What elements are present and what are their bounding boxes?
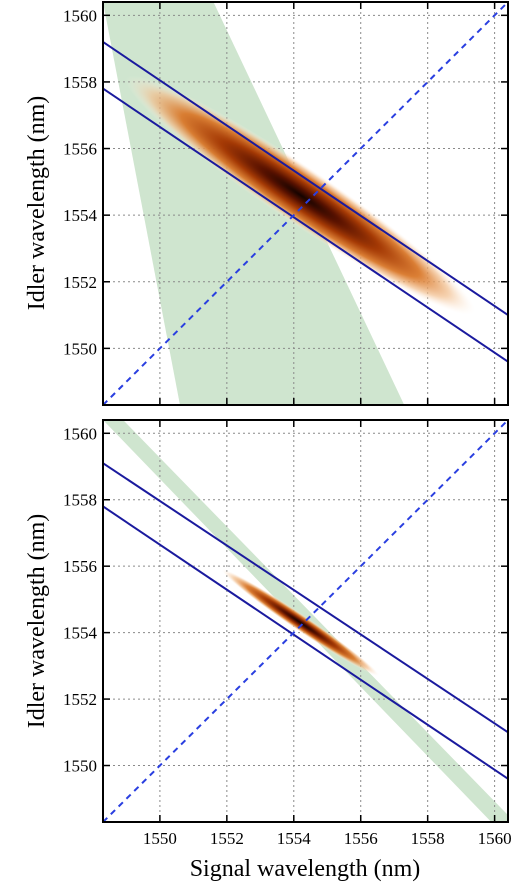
bottom-panel: 1550 1552 1554 1556 1558 1560 1550 1552 …	[24, 419, 512, 882]
lower-solid-line-bottom	[103, 505, 508, 780]
y-tick-label: 1558	[63, 491, 97, 510]
plot-frame-top	[102, 1, 509, 406]
y-tick-label: 1554	[63, 206, 98, 225]
x-tick-label: 1552	[210, 829, 244, 848]
y-tick-label: 1550	[63, 757, 97, 776]
y-tick-label: 1554	[63, 624, 98, 643]
x-axis-label: Signal wavelength (nm)	[190, 856, 421, 882]
heatmap-blob-bottom	[221, 569, 380, 677]
diagonal-dashed-line-top	[103, 2, 508, 405]
ticks-top	[103, 2, 508, 405]
x-tick-label: 1558	[411, 829, 445, 848]
y-tick-label: 1552	[63, 690, 97, 709]
upper-solid-line-bottom	[103, 462, 508, 734]
x-tick-label: 1554	[277, 829, 312, 848]
y-tick-label: 1556	[63, 140, 97, 159]
lower-solid-line-top	[103, 87, 508, 363]
ticks-bottom	[103, 420, 508, 822]
x-tick-label: 1560	[478, 829, 512, 848]
gridlines-bottom	[103, 420, 508, 822]
heatmap-blob-top	[125, 75, 476, 315]
upper-solid-line-top	[103, 41, 508, 316]
y-tick-labels-top: 1550 1552 1554 1556 1558 1560	[63, 6, 98, 358]
y-tick-label: 1560	[63, 6, 97, 25]
y-tick-label: 1560	[63, 424, 97, 443]
y-tick-label: 1556	[63, 557, 97, 576]
x-tick-labels-bottom: 1550 1552 1554 1556 1558 1560	[143, 829, 512, 848]
top-panel: 1550 1552 1554 1556 1558 1560 Idler wave…	[24, 1, 509, 406]
x-tick-label: 1556	[344, 829, 378, 848]
diagonal-dashed-line-bottom	[103, 420, 508, 822]
y-tick-label: 1550	[63, 339, 97, 358]
y-tick-label: 1558	[63, 73, 97, 92]
y-axis-label-bottom: Idler wavelength (nm)	[24, 514, 50, 729]
y-tick-label: 1552	[63, 273, 97, 292]
plot-frame-bottom	[102, 419, 509, 823]
y-tick-labels-bottom: 1550 1552 1554 1556 1558 1560	[63, 424, 98, 775]
x-tick-label: 1550	[143, 829, 177, 848]
y-axis-label-top: Idler wavelength (nm)	[24, 96, 50, 311]
